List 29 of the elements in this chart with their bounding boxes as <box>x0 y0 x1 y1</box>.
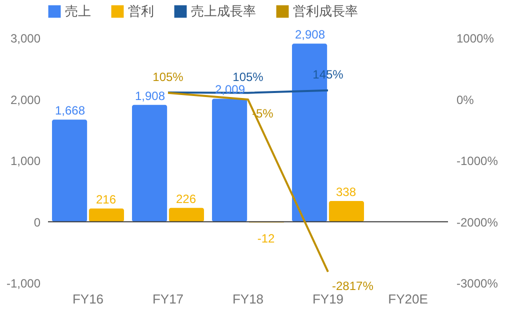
x-tick-label: FY19 <box>312 292 344 306</box>
y-tick-label: 0 <box>34 215 41 230</box>
y-tick-label: 2,000 <box>10 92 41 107</box>
y2-tick-label: -3000% <box>456 276 498 290</box>
data-label: -12 <box>257 231 275 246</box>
y-tick-label: -1,000 <box>6 276 41 290</box>
data-label: 1,908 <box>134 88 166 103</box>
legend-label: 売上 <box>65 4 91 19</box>
data-label: 216 <box>96 192 116 207</box>
x-tick-label: FY20E <box>388 292 428 306</box>
legend-label: 売上成長率 <box>191 4 256 19</box>
y-tick-label: 1,000 <box>10 154 41 168</box>
data-label: 105% <box>152 70 184 84</box>
data-label: 226 <box>176 192 196 206</box>
y2-tick-label: 1000% <box>456 32 494 46</box>
data-label: -2817% <box>332 278 374 293</box>
data-label: 1,668 <box>54 104 86 118</box>
x-tick-label: FY17 <box>152 292 184 306</box>
data-label: 338 <box>336 185 356 200</box>
x-tick-label: FY16 <box>72 292 104 306</box>
legend-label: 営利成長率 <box>293 4 358 19</box>
y2-tick-label: 0% <box>456 92 474 107</box>
data-label: 105% <box>232 70 264 84</box>
y2-tick-label: -2000% <box>456 215 498 230</box>
legend-label: 営利 <box>128 4 154 19</box>
x-tick-label: FY18 <box>232 292 264 306</box>
y-tick-label: 3,000 <box>10 32 41 46</box>
data-label: 2,908 <box>294 28 326 42</box>
y2-tick-label: -1000% <box>456 154 498 168</box>
